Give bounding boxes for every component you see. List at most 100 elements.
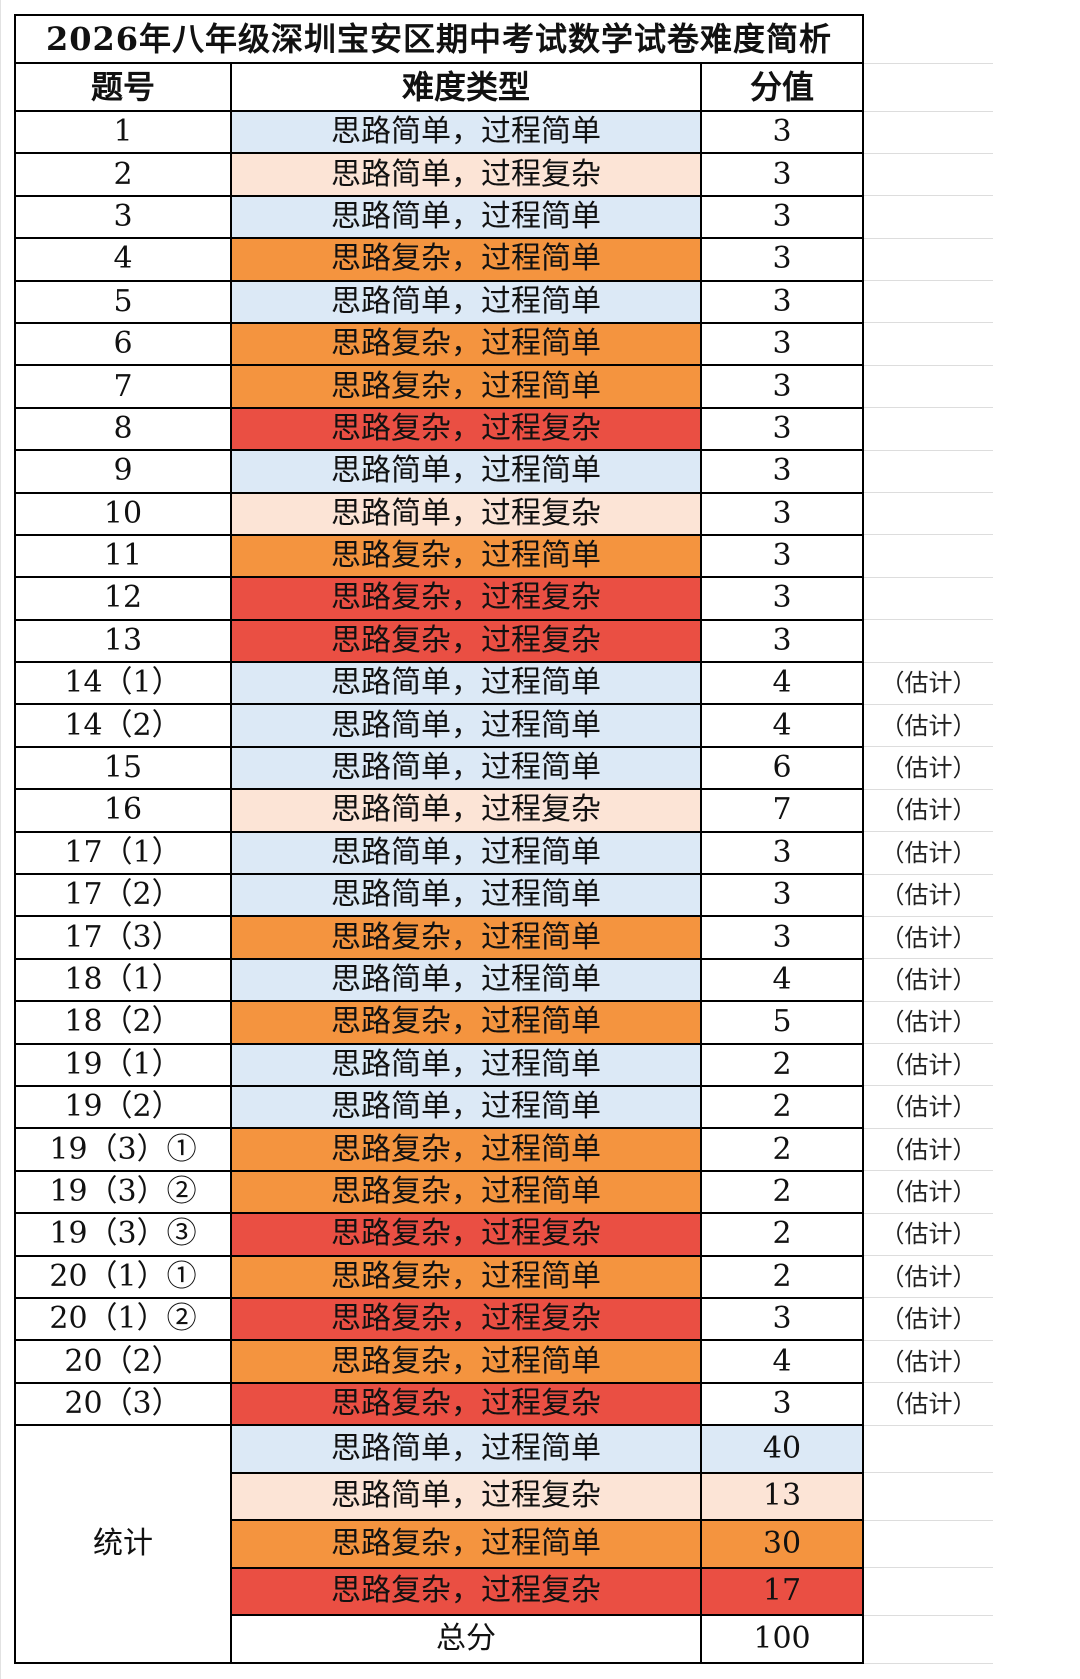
difficulty-type-cell[interactable]: 思路简单，过程复杂 (230, 491, 702, 536)
empty-cell[interactable] (863, 280, 993, 324)
empty-cell[interactable] (863, 619, 993, 663)
score-cell[interactable]: 4 (700, 957, 864, 1003)
empty-cell[interactable] (863, 1567, 993, 1616)
difficulty-type-cell[interactable]: 思路复杂，过程复杂 (230, 576, 702, 621)
score-cell[interactable]: 3 (700, 109, 864, 155)
estimate-note-cell[interactable]: （估计） (863, 789, 993, 833)
empty-cell[interactable] (863, 1425, 993, 1474)
difficulty-type-cell[interactable]: 思路简单，过程复杂 (230, 152, 702, 197)
empty-cell[interactable] (863, 450, 993, 494)
question-number-cell[interactable]: 18（2） (14, 1000, 232, 1045)
empty-cell[interactable] (863, 407, 993, 451)
score-cell[interactable]: 3 (700, 533, 864, 579)
empty-cell[interactable] (863, 365, 993, 409)
score-cell[interactable]: 2 (700, 1127, 864, 1172)
header-type[interactable]: 难度类型 (230, 62, 702, 112)
difficulty-type-cell[interactable]: 思路复杂，过程简单 (230, 364, 702, 409)
question-number-cell[interactable]: 20（2） (14, 1339, 232, 1384)
score-cell[interactable]: 2 (700, 1084, 864, 1130)
score-cell[interactable]: 3 (700, 618, 864, 664)
score-cell[interactable]: 3 (700, 1381, 864, 1427)
score-cell[interactable]: 3 (700, 406, 864, 452)
score-cell[interactable]: 3 (700, 491, 864, 536)
question-number-cell[interactable]: 13 (14, 618, 232, 664)
score-cell[interactable]: 3 (700, 1296, 864, 1342)
score-cell[interactable]: 2 (700, 1169, 864, 1215)
empty-cell[interactable] (863, 238, 993, 282)
estimate-note-cell[interactable]: （估计） (863, 1213, 993, 1257)
question-number-cell[interactable]: 2 (14, 152, 232, 197)
empty-cell[interactable] (863, 1615, 993, 1664)
estimate-note-cell[interactable]: （估计） (863, 1340, 993, 1384)
score-cell[interactable]: 4 (700, 1339, 864, 1384)
difficulty-type-cell[interactable]: 思路简单，过程简单 (230, 279, 702, 324)
estimate-note-cell[interactable]: （估计） (863, 1043, 993, 1087)
difficulty-type-cell[interactable]: 思路复杂，过程复杂 (230, 1381, 702, 1427)
stats-type-cell[interactable]: 思路简单，过程复杂 (230, 1471, 702, 1522)
question-number-cell[interactable]: 8 (14, 406, 232, 452)
question-number-cell[interactable]: 4 (14, 237, 232, 282)
question-number-cell[interactable]: 19（1） (14, 1042, 232, 1087)
question-number-cell[interactable]: 7 (14, 364, 232, 409)
score-cell[interactable]: 3 (700, 237, 864, 282)
difficulty-type-cell[interactable]: 思路简单，过程简单 (230, 873, 702, 918)
score-cell[interactable]: 4 (700, 703, 864, 748)
score-cell[interactable]: 4 (700, 661, 864, 706)
difficulty-type-cell[interactable]: 思路复杂，过程复杂 (230, 618, 702, 664)
question-number-cell[interactable]: 19（3）③ (14, 1212, 232, 1257)
difficulty-type-cell[interactable]: 思路复杂，过程简单 (230, 1254, 702, 1299)
score-cell[interactable]: 2 (700, 1212, 864, 1257)
difficulty-type-cell[interactable]: 思路复杂，过程复杂 (230, 406, 702, 452)
score-cell[interactable]: 3 (700, 152, 864, 197)
score-cell[interactable]: 3 (700, 915, 864, 960)
empty-cell[interactable] (863, 1472, 993, 1521)
stats-type-cell[interactable]: 思路复杂，过程简单 (230, 1519, 702, 1569)
estimate-note-cell[interactable]: （估计） (863, 1255, 993, 1299)
difficulty-type-cell[interactable]: 思路简单，过程简单 (230, 194, 702, 240)
stats-score-cell[interactable]: 40 (700, 1424, 864, 1474)
question-number-cell[interactable]: 10 (14, 491, 232, 536)
empty-cell[interactable] (863, 577, 993, 621)
question-number-cell[interactable]: 18（1） (14, 957, 232, 1003)
question-number-cell[interactable]: 12 (14, 576, 232, 621)
difficulty-type-cell[interactable]: 思路简单，过程简单 (230, 661, 702, 706)
estimate-note-cell[interactable]: （估计） (863, 704, 993, 748)
question-number-cell[interactable]: 14（2） (14, 703, 232, 748)
estimate-note-cell[interactable]: （估计） (863, 831, 993, 875)
score-cell[interactable]: 3 (700, 194, 864, 240)
difficulty-type-cell[interactable]: 思路复杂，过程简单 (230, 1169, 702, 1215)
stats-score-cell[interactable]: 17 (700, 1566, 864, 1617)
question-number-cell[interactable]: 16 (14, 788, 232, 833)
difficulty-type-cell[interactable]: 思路复杂，过程简单 (230, 1127, 702, 1172)
empty-cell[interactable] (863, 15, 993, 64)
score-cell[interactable]: 6 (700, 745, 864, 791)
page-title[interactable]: 2026年八年级深圳宝安区期中考试数学试卷难度简析 (14, 14, 864, 64)
empty-cell[interactable] (863, 1520, 993, 1569)
estimate-note-cell[interactable]: （估计） (863, 1085, 993, 1129)
stats-score-cell[interactable]: 13 (700, 1471, 864, 1522)
header-number[interactable]: 题号 (14, 62, 232, 112)
difficulty-type-cell[interactable]: 思路复杂，过程复杂 (230, 1296, 702, 1342)
question-number-cell[interactable]: 6 (14, 321, 232, 367)
stats-type-cell[interactable]: 思路简单，过程简单 (230, 1424, 702, 1474)
estimate-note-cell[interactable]: （估计） (863, 1128, 993, 1172)
total-label-cell[interactable]: 总分 (230, 1614, 702, 1665)
score-cell[interactable]: 5 (700, 1000, 864, 1045)
difficulty-type-cell[interactable]: 思路简单，过程简单 (230, 745, 702, 791)
question-number-cell[interactable]: 19（2） (14, 1084, 232, 1130)
difficulty-type-cell[interactable]: 思路简单，过程简单 (230, 109, 702, 155)
stats-label-cell[interactable]: 统计 (14, 1424, 232, 1665)
stats-type-cell[interactable]: 思路复杂，过程复杂 (230, 1566, 702, 1617)
difficulty-type-cell[interactable]: 思路复杂，过程简单 (230, 1000, 702, 1045)
difficulty-type-cell[interactable]: 思路简单，过程简单 (230, 957, 702, 1003)
question-number-cell[interactable]: 20（3） (14, 1381, 232, 1427)
question-number-cell[interactable]: 14（1） (14, 661, 232, 706)
difficulty-type-cell[interactable]: 思路简单，过程简单 (230, 1084, 702, 1130)
empty-cell[interactable] (863, 492, 993, 536)
empty-cell[interactable] (863, 195, 993, 239)
score-cell[interactable]: 3 (700, 830, 864, 876)
question-number-cell[interactable]: 1 (14, 109, 232, 155)
question-number-cell[interactable]: 20（1）① (14, 1254, 232, 1299)
difficulty-type-cell[interactable]: 思路复杂，过程简单 (230, 321, 702, 367)
stats-score-cell[interactable]: 30 (700, 1519, 864, 1569)
